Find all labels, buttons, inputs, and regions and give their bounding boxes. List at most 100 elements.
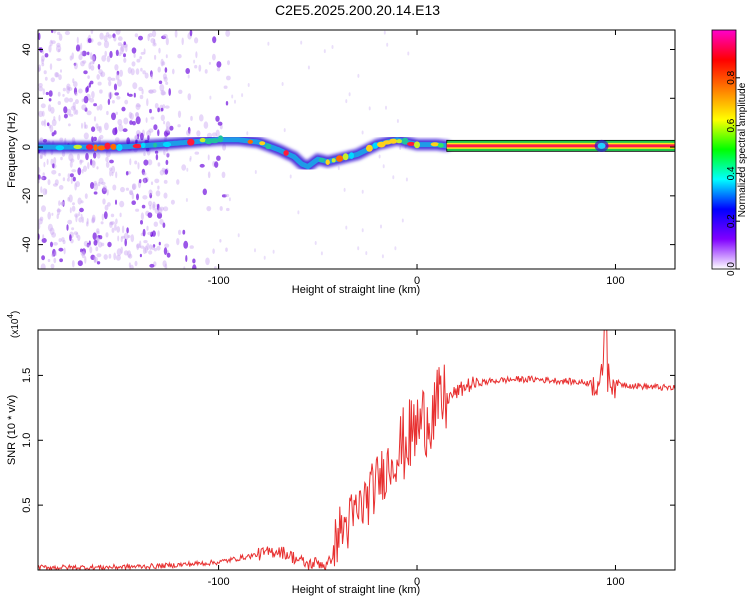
noise-speckle [163, 149, 166, 156]
noise-speckle [145, 117, 148, 123]
noise-speckle [165, 152, 171, 158]
noise-speckle [123, 232, 129, 241]
noise-speckle [93, 103, 97, 107]
noise-speckle [52, 183, 58, 187]
noise-speckle [107, 202, 111, 207]
noise-speckle [49, 227, 55, 235]
noise-speckle [147, 135, 150, 141]
noise-speckle [163, 247, 168, 256]
noise-speckle [74, 213, 79, 218]
noise-speckle [166, 252, 171, 258]
noise-speckle [73, 87, 78, 95]
noise-speckle [234, 99, 236, 104]
noise-speckle [47, 223, 53, 232]
noise-speckle [172, 68, 175, 75]
noise-speckle [40, 263, 46, 269]
noise-speckle [153, 124, 158, 131]
ridge-blob [187, 138, 195, 146]
noise-speckle [87, 38, 92, 44]
noise-speckle [72, 78, 75, 84]
noise-speckle [103, 211, 108, 220]
noise-speckle [163, 206, 169, 212]
noise-speckle [225, 30, 231, 37]
noise-speckle [124, 99, 129, 105]
noise-speckle [80, 213, 83, 219]
noise-speckle [394, 246, 397, 251]
noise-speckle [150, 38, 155, 44]
noise-speckle [142, 172, 147, 176]
noise-speckle [152, 89, 157, 94]
ridge-blob [110, 143, 117, 150]
noise-speckle [186, 129, 191, 136]
noise-speckle [78, 54, 83, 61]
noise-speckle [90, 254, 96, 260]
noise-speckle [56, 45, 62, 53]
noise-speckle [54, 72, 59, 78]
noise-speckle [91, 216, 95, 223]
noise-speckle [58, 114, 61, 122]
noise-speckle [150, 181, 154, 185]
noise-speckle [103, 254, 108, 260]
noise-speckle [212, 248, 215, 254]
noise-speckle [157, 162, 161, 167]
noise-speckle [221, 171, 226, 178]
noise-speckle [135, 112, 139, 117]
noise-speckle [114, 64, 119, 71]
noise-speckle [69, 207, 72, 214]
noise-speckle [79, 159, 84, 163]
noise-speckle [52, 248, 56, 257]
noise-speckle [60, 201, 65, 205]
noise-speckle [56, 214, 59, 219]
noise-speckle [158, 241, 161, 246]
noise-speckle [140, 67, 143, 72]
noise-speckle [53, 130, 57, 135]
noise-speckle [77, 260, 83, 267]
noise-speckle [221, 194, 227, 198]
band-feature-core [597, 142, 606, 149]
ridge-blob [265, 143, 272, 150]
noise-speckle [396, 119, 399, 123]
noise-speckle [84, 256, 87, 264]
noise-speckle [169, 125, 174, 131]
noise-speckle [90, 30, 94, 34]
noise-speckle [132, 82, 138, 90]
noise-speckle [203, 121, 209, 129]
noise-speckle [216, 155, 221, 161]
noise-speckle [81, 251, 86, 259]
noise-speckle [83, 165, 87, 172]
noise-speckle [105, 161, 110, 168]
noise-speckle [89, 61, 95, 65]
noise-speckle [166, 153, 170, 158]
noise-speckle [181, 164, 187, 171]
noise-speckle [69, 55, 73, 61]
noise-speckle [48, 98, 52, 102]
y-tick-label: 0.5 [21, 497, 33, 512]
noise-speckle [225, 101, 229, 106]
noise-speckle [49, 39, 53, 47]
noise-speckle [153, 38, 156, 46]
noise-speckle [185, 198, 188, 202]
noise-speckle [164, 243, 170, 248]
noise-speckle [205, 257, 210, 266]
noise-speckle [199, 163, 205, 168]
noise-speckle [119, 69, 123, 77]
ridge-blob [199, 137, 206, 143]
noise-speckle [95, 123, 99, 129]
noise-speckle [143, 240, 148, 244]
noise-speckle [383, 30, 386, 35]
noise-speckle [164, 263, 168, 269]
noise-speckle [176, 179, 180, 185]
noise-speckle [89, 80, 94, 85]
noise-speckle [148, 250, 153, 255]
noise-speckle [94, 256, 97, 264]
noise-speckle [47, 104, 52, 112]
noise-speckle [195, 51, 198, 59]
noise-speckle [96, 153, 101, 159]
noise-speckle [267, 41, 270, 46]
x-tick-label: 100 [606, 576, 624, 588]
noise-speckle [42, 172, 45, 178]
noise-speckle [117, 119, 123, 126]
noise-speckle [143, 48, 146, 55]
noise-speckle [212, 53, 216, 61]
noise-speckle [79, 159, 83, 165]
